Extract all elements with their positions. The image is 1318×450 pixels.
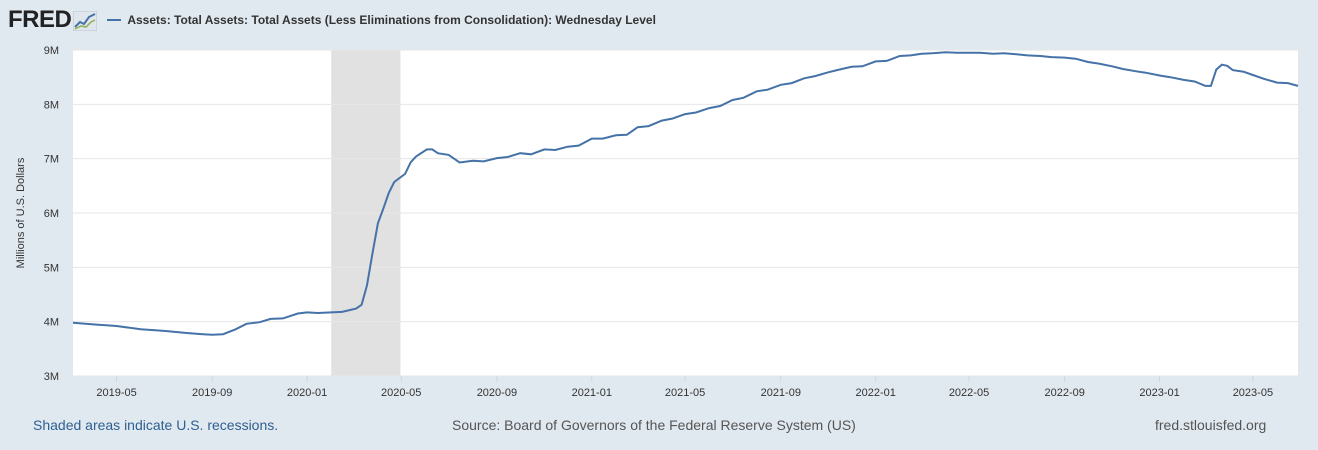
y-tick-label-6: 9M bbox=[44, 45, 59, 57]
y-tick-label-1: 4M bbox=[44, 317, 59, 329]
y-tick-label-4: 7M bbox=[44, 154, 59, 166]
x-tick-label-6: 2021-05 bbox=[665, 387, 705, 399]
x-tick-label-10: 2022-09 bbox=[1044, 387, 1084, 399]
x-tick-label-2: 2020-01 bbox=[287, 387, 327, 399]
x-tick-label-9: 2022-05 bbox=[949, 387, 989, 399]
recession-note-link[interactable]: Shaded areas indicate U.S. recessions. bbox=[33, 417, 279, 433]
x-tick-label-5: 2021-01 bbox=[572, 387, 612, 399]
fred-url[interactable]: fred.stlouisfed.org bbox=[1155, 417, 1267, 433]
legend-series-label: Assets: Total Assets: Total Assets (Less… bbox=[127, 13, 656, 27]
y-axis-title: Millions of U.S. Dollars bbox=[15, 157, 27, 268]
y-tick-label-3: 6M bbox=[44, 208, 59, 220]
series-line[interactable] bbox=[72, 51, 1299, 336]
x-tick-label-12: 2023-05 bbox=[1233, 387, 1273, 399]
x-tick-label-11: 2023-01 bbox=[1139, 387, 1179, 399]
x-tick-label-8: 2022-01 bbox=[855, 387, 895, 399]
chart-legend[interactable]: Assets: Total Assets: Total Assets (Less… bbox=[107, 13, 656, 27]
x-tick-label-3: 2020-05 bbox=[381, 387, 421, 399]
gridlines bbox=[73, 49, 1298, 377]
legend-line-swatch bbox=[107, 19, 122, 21]
x-tick-label-4: 2020-09 bbox=[477, 387, 517, 399]
x-axis-ticks: 2019-05 2019-09 2020-01 2020-05 2020-09 2021-… bbox=[96, 376, 1273, 399]
line-chart[interactable]: 3M 4M 5M 6M 7M 8M 9M 2019-05 2019-09 2020-01 2020… bbox=[0, 0, 1318, 410]
x-tick-label-1: 2019-09 bbox=[192, 387, 232, 399]
x-tick-label-0: 2019-05 bbox=[96, 387, 136, 399]
fred-logo-graph-icon bbox=[73, 11, 98, 31]
y-tick-label-0: 3M bbox=[44, 371, 59, 383]
y-tick-label-2: 5M bbox=[44, 262, 59, 274]
x-tick-label-7: 2021-09 bbox=[761, 387, 801, 399]
y-tick-label-5: 8M bbox=[44, 99, 59, 111]
y-axis-ticks: 3M 4M 5M 6M 7M 8M 9M bbox=[44, 45, 59, 383]
chart-header: FRED Assets: Total Assets: Total Assets … bbox=[8, 6, 656, 34]
fred-logo[interactable]: FRED bbox=[8, 6, 72, 33]
source-text: Source: Board of Governors of the Federa… bbox=[452, 417, 856, 433]
